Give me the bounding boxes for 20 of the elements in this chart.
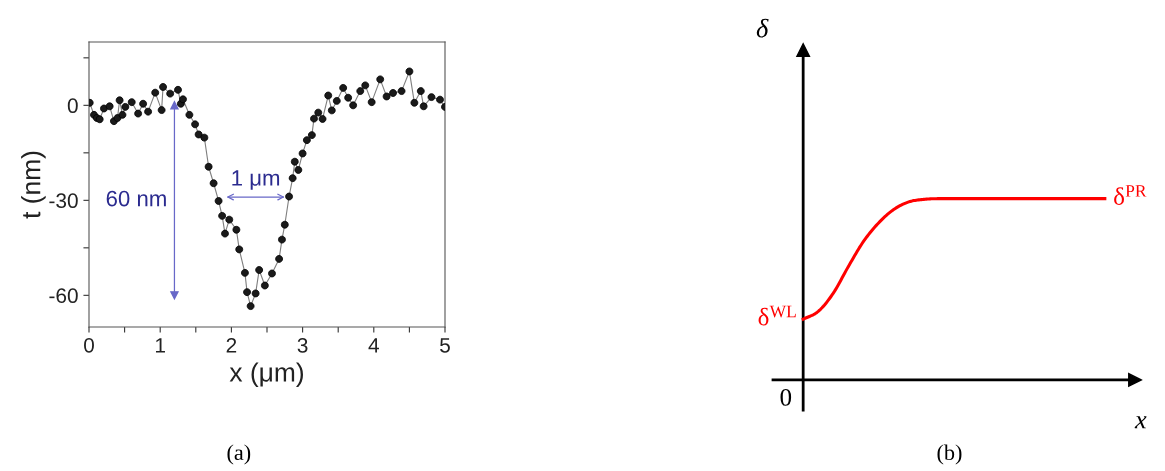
x-axis-title: x (μm) <box>229 362 304 387</box>
y-tick-label: 0 <box>67 98 78 114</box>
x-tick-label: 3 <box>297 337 308 353</box>
y-axis-title: t (nm) <box>21 151 46 219</box>
x-tick-label: 0 <box>84 337 94 353</box>
x-axis-title: x <box>1134 416 1147 429</box>
y-tick-label: -60 <box>49 288 78 304</box>
annotation: δ$^{WL}$ <box>758 305 796 326</box>
annotation: 1 μm <box>232 170 280 190</box>
text: (a) <box>227 444 251 465</box>
x-tick-label: 4 <box>368 338 379 353</box>
x-tick-label: 5 <box>440 338 450 353</box>
text: 0 <box>780 388 792 406</box>
annotation: 60 nm <box>106 190 166 207</box>
x-tick-label: 2 <box>226 337 237 353</box>
text: δ$^{PR}$ <box>1114 185 1147 205</box>
x-tick-label: 1 <box>156 338 165 353</box>
text: (b) <box>937 444 962 465</box>
y-tick-label: -30 <box>49 193 78 209</box>
y-axis-title: δ <box>756 18 769 38</box>
